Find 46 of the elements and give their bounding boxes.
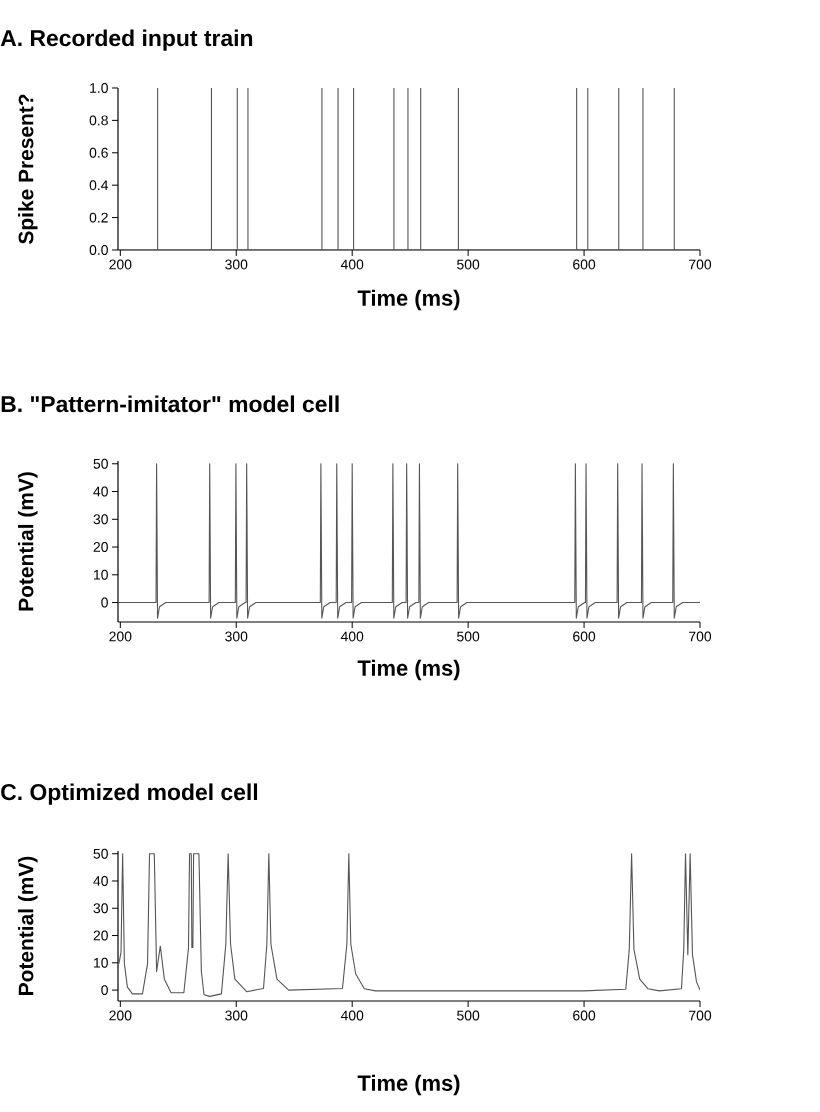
y-tick-label: 0 <box>101 597 108 608</box>
y-tick-label: 0.8 <box>89 115 108 126</box>
y-tick-label: 40 <box>93 876 108 886</box>
x-tick-label: 400 <box>340 631 364 642</box>
x-tick-label: 500 <box>457 631 480 642</box>
x-tick-label: 500 <box>457 259 480 270</box>
y-tick-label: 0.4 <box>89 180 109 191</box>
y-tick-label: 0.6 <box>89 147 108 158</box>
x-tick-label: 200 <box>109 631 132 642</box>
y-tick-label: 10 <box>94 569 108 580</box>
chart-title: C. Optimized model cell <box>1 783 258 805</box>
y-tick-label: 0 <box>101 985 108 996</box>
x-tick-label: 300 <box>225 259 248 270</box>
x-tick-label: 200 <box>109 259 132 270</box>
x-tick-label: 700 <box>689 259 712 270</box>
y-tick-label: 0.0 <box>89 245 108 255</box>
y-tick-label: 50 <box>93 848 108 859</box>
y-tick-label: 1.0 <box>90 83 108 93</box>
x-axis-title: Time (ms) <box>357 659 460 681</box>
x-tick-label: 400 <box>340 1010 364 1021</box>
y-tick-label: 30 <box>93 514 108 525</box>
chart-title: B. "Pattern-imitator" model cell <box>1 395 339 413</box>
y-tick-label: 40 <box>93 486 108 497</box>
x-tick-label: 400 <box>340 259 364 270</box>
y-tick-label: 50 <box>93 458 108 469</box>
y-axis-title: Spike Present? <box>18 94 38 244</box>
y-axis-title: Potential (mV) <box>18 856 38 995</box>
x-axis-title: Time (ms) <box>357 1074 460 1096</box>
y-tick-label: 0.2 <box>89 212 108 223</box>
y-tick-label: 20 <box>93 930 108 941</box>
x-tick-label: 500 <box>457 1010 480 1021</box>
x-tick-label: 300 <box>225 1010 248 1021</box>
chart-title: A. Recorded input train <box>0 29 253 51</box>
line-series <box>118 463 700 619</box>
y-tick-label: 20 <box>93 542 108 552</box>
x-tick-label: 700 <box>689 1010 712 1021</box>
x-tick-label: 300 <box>225 631 248 642</box>
y-tick-label: 30 <box>93 903 108 914</box>
x-tick-label: 200 <box>109 1010 132 1021</box>
y-tick-label: 10 <box>94 957 108 968</box>
x-axis-title: Time (ms) <box>357 289 460 311</box>
y-axis-title: Potential (mV) <box>18 472 38 611</box>
x-tick-label: 600 <box>573 631 596 642</box>
x-tick-label: 700 <box>689 631 712 642</box>
x-tick-label: 600 <box>573 1010 596 1021</box>
x-tick-label: 600 <box>573 259 596 270</box>
